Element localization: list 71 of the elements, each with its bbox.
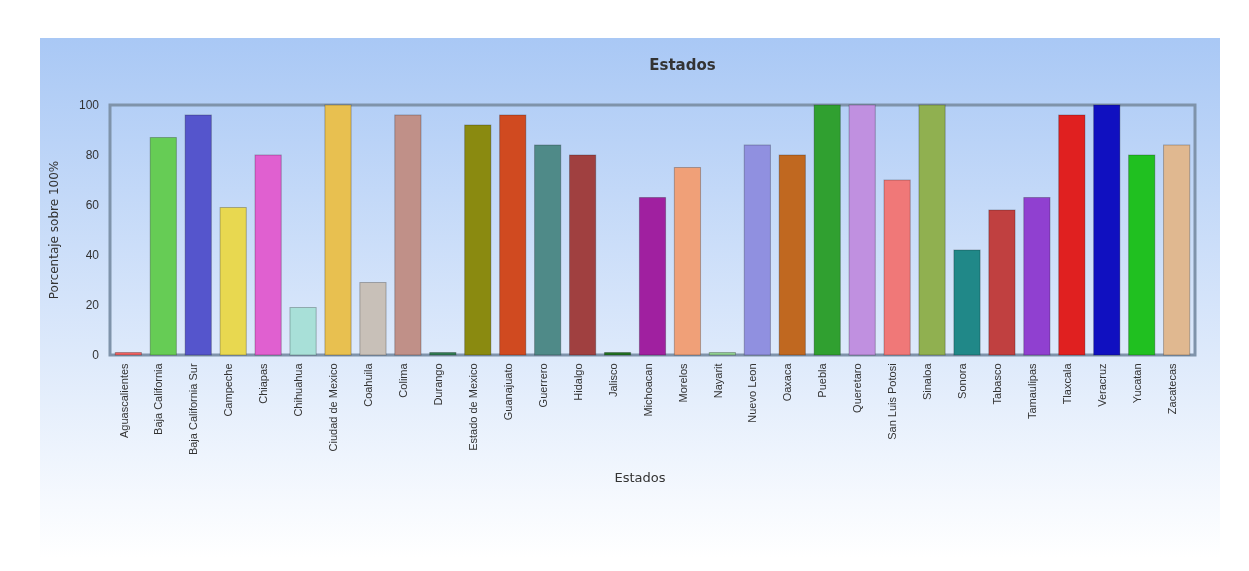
x-tick-label: Michoacan xyxy=(641,363,654,417)
x-tick-label: Tamaulipas xyxy=(1026,362,1039,420)
y-tick-label: 0 xyxy=(92,348,100,363)
x-tick-label: San Luis Potosi xyxy=(886,363,899,440)
bar xyxy=(359,282,387,356)
bar xyxy=(254,154,282,356)
x-tick-label: Tabasco xyxy=(991,363,1004,405)
bar xyxy=(324,104,352,356)
bar xyxy=(149,137,177,356)
bar xyxy=(883,179,911,356)
bar xyxy=(1023,197,1051,356)
x-axis-title: Estados xyxy=(614,470,666,485)
y-axis-title: Porcentaje sobre 100% xyxy=(47,160,61,300)
bar xyxy=(289,307,317,356)
bar xyxy=(743,144,771,356)
x-tick-label: Veracruz xyxy=(1095,363,1108,407)
bar xyxy=(464,124,492,356)
bar xyxy=(1093,104,1121,356)
bar xyxy=(569,154,597,356)
x-tick-label: Queretaro xyxy=(851,363,864,413)
x-tick-label: Colima xyxy=(397,362,410,398)
bar xyxy=(394,114,422,356)
bar xyxy=(1128,154,1156,356)
x-tick-label: Chiapas xyxy=(257,362,270,404)
bar xyxy=(499,114,527,356)
x-tick-label: Chihuahua xyxy=(292,362,305,417)
bar xyxy=(184,114,212,356)
bar xyxy=(778,154,806,356)
y-tick-label: 40 xyxy=(85,248,100,263)
bar xyxy=(219,207,247,356)
x-tick-label: Oaxaca xyxy=(781,362,794,402)
x-tick-label: Ciudad de Mexico xyxy=(327,363,340,452)
x-tick-label: Sonora xyxy=(956,362,969,399)
x-tick-label: Aguascalientes xyxy=(117,362,130,439)
bar xyxy=(813,104,841,356)
bar xyxy=(534,144,562,356)
bar xyxy=(953,249,981,356)
bar xyxy=(429,352,457,356)
x-tick-label: Nuevo Leon xyxy=(746,363,759,423)
x-tick-label: Yucatan xyxy=(1130,363,1143,404)
x-tick-label: Tlaxcala xyxy=(1060,362,1073,405)
bar xyxy=(638,197,667,356)
x-tick-label: Sinaloa xyxy=(921,362,934,401)
bar xyxy=(918,104,946,356)
x-tick-label: Nayarit xyxy=(711,363,724,399)
y-tick-label: 20 xyxy=(85,298,100,313)
y-tick-label: 60 xyxy=(85,198,100,213)
bar xyxy=(988,209,1016,356)
x-tick-label: Guanajuato xyxy=(501,363,514,421)
x-tick-label: Campeche xyxy=(222,363,235,417)
x-tick-label: Puebla xyxy=(816,362,829,398)
bar xyxy=(708,352,736,356)
x-tick-label: Baja California Sur xyxy=(187,363,200,456)
x-tick-label: Morelos xyxy=(676,362,689,403)
bar xyxy=(1058,114,1086,356)
x-tick-label: Coahuila xyxy=(362,362,375,407)
x-tick-label: Durango xyxy=(431,363,444,406)
y-tick-label: 80 xyxy=(85,148,100,163)
bar xyxy=(673,167,702,356)
x-tick-label: Hidalgo xyxy=(571,363,584,401)
x-tick-label: Zacatecas xyxy=(1165,362,1178,415)
bar xyxy=(1163,144,1191,356)
x-tick-label: Estado de Mexico xyxy=(466,363,479,451)
chart-title: Estados xyxy=(649,56,716,74)
y-tick-label: 100 xyxy=(78,98,100,113)
bar xyxy=(603,352,632,356)
x-tick-label: Baja California xyxy=(152,362,165,435)
bar xyxy=(848,104,876,356)
x-tick-label: Jalisco xyxy=(606,363,619,398)
x-tick-label: Guerrero xyxy=(536,363,549,408)
bar xyxy=(114,352,142,356)
